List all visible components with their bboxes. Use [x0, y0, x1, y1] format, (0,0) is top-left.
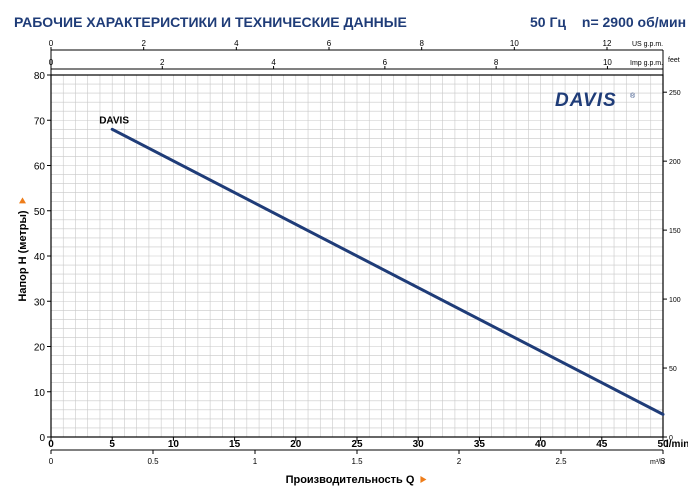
x-axis-title: Производительность Q: [286, 474, 415, 486]
feet-tick-label: 200: [669, 159, 681, 166]
feet-tick-label: 0: [669, 435, 673, 442]
us-gpm-tick-label: 12: [603, 39, 612, 48]
feet-tick-label: 150: [669, 228, 681, 235]
y-tick-label: 20: [34, 343, 46, 354]
speed-label: n= 2900 об/мин: [581, 14, 687, 30]
y-axis-title: Напор H (метры): [17, 210, 29, 301]
m3h-tick-label: 2.5: [555, 457, 567, 466]
imp-gpm-tick-label: 0: [49, 58, 54, 67]
y-tick-label: 80: [34, 71, 46, 82]
y-axis-arrow-icon: [19, 197, 26, 204]
feet-unit-label: feet: [668, 57, 680, 64]
y-tick-label: 40: [34, 252, 46, 263]
x-tick-label: 15: [229, 439, 241, 450]
x-tick-label: 40: [535, 439, 547, 450]
registered-mark: ®: [630, 92, 636, 100]
y-tick-label: 30: [34, 297, 46, 308]
x-tick-label: 0: [48, 439, 54, 450]
imp-gpm-tick-label: 2: [160, 58, 165, 67]
x-axis-arrow-icon: [420, 476, 427, 483]
x-tick-label: 35: [474, 439, 486, 450]
imp-gpm-tick-label: 10: [603, 58, 612, 67]
imp-gpm-tick-label: 4: [271, 58, 276, 67]
davis-logo-text: DAVIS: [555, 90, 617, 111]
x-tick-label: 20: [290, 439, 302, 450]
x-tick-label: 5: [109, 439, 115, 450]
page-title: РАБОЧИЕ ХАРАКТЕРИСТИКИ И ТЕХНИЧЕСКИЕ ДАН…: [14, 14, 407, 30]
x-unit-label: l/min: [666, 439, 688, 450]
x-tick-label: 10: [168, 439, 180, 450]
series-label-davis: DAVIS: [99, 115, 129, 126]
chart-labels: Производительность Q Напор H (метры): [17, 197, 427, 486]
m3h-unit-label: m³/h: [650, 459, 664, 466]
imp-gpm-unit-label: Imp g.p.m.: [630, 60, 663, 67]
chart-series: DAVIS: [99, 115, 665, 416]
speed-info: 50 Гц n= 2900 об/мин: [530, 14, 686, 30]
us-gpm-tick-label: 10: [510, 39, 519, 48]
y-tick-label: 50: [34, 207, 46, 218]
series-line-davis: [110, 127, 665, 416]
frequency-label: 50 Гц: [530, 14, 567, 30]
imp-gpm-tick-label: 8: [494, 58, 499, 67]
imp-gpm-tick-label: 6: [383, 58, 388, 67]
m3h-tick-label: 1.5: [351, 457, 363, 466]
y-tick-label: 60: [34, 162, 46, 173]
davis-logo: DAVIS ®: [555, 90, 636, 111]
y-tick-label: 70: [34, 116, 46, 127]
us-gpm-tick-label: 2: [141, 39, 146, 48]
x-tick-label: 30: [413, 439, 425, 450]
feet-tick-label: 100: [669, 297, 681, 304]
m3h-tick-label: 0.5: [147, 457, 159, 466]
us-gpm-tick-label: 8: [419, 39, 424, 48]
us-gpm-tick-label: 0: [49, 39, 54, 48]
y-tick-label: 10: [34, 388, 46, 399]
m3h-tick-label: 3: [661, 457, 666, 466]
y-tick-label: 0: [39, 433, 45, 444]
m3h-tick-label: 1: [253, 457, 258, 466]
feet-tick-label: 50: [669, 366, 677, 373]
us-gpm-unit-label: US g.p.m.: [632, 41, 663, 48]
x-tick-label: 50: [657, 439, 669, 450]
feet-tick-label: 250: [669, 90, 681, 97]
us-gpm-tick-label: 4: [234, 39, 239, 48]
x-tick-label: 25: [351, 439, 363, 450]
m3h-tick-label: 0: [49, 457, 54, 466]
m3h-tick-label: 2: [457, 457, 462, 466]
us-gpm-tick-label: 6: [327, 39, 332, 48]
x-tick-label: 45: [596, 439, 608, 450]
